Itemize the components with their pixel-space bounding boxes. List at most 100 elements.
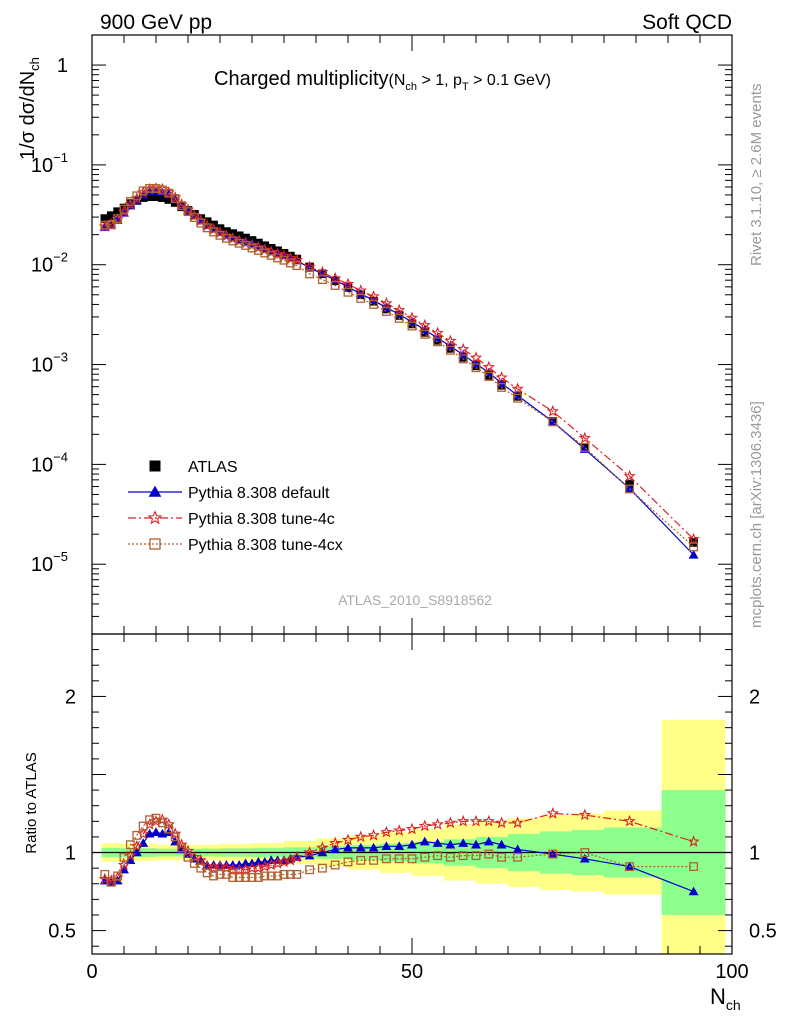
main-point: [196, 218, 206, 228]
ratio-point: [253, 873, 263, 882]
ratio-ytick-label: 0.5: [48, 921, 76, 943]
ratio-point: [305, 865, 315, 875]
ratio-point: [145, 815, 155, 825]
main-point: [241, 240, 251, 250]
ratio-point: [157, 818, 167, 828]
main-point: [145, 192, 154, 202]
main-point: [688, 549, 699, 559]
main-point: [513, 393, 523, 403]
rivet-label: Rivet 3.1.10, ≥ 2.6M events: [748, 84, 765, 267]
ratio-point: [273, 871, 283, 881]
main-point: [113, 214, 123, 224]
main-ytick-label: 10−4: [31, 449, 68, 476]
mcplots-label: mcplots.cern.ch [arXiv:1306.3436]: [748, 401, 765, 628]
ratio-point: [687, 835, 700, 847]
main-point: [170, 194, 180, 204]
main-point: [356, 293, 366, 303]
ratio-point: [330, 844, 341, 854]
ratio-point: [578, 808, 591, 821]
main-point: [625, 484, 635, 494]
ratio-point: [284, 853, 297, 866]
main-point: [279, 255, 289, 265]
ratio-point: [113, 871, 123, 881]
main-point: [271, 247, 284, 260]
ratio-point: [431, 817, 444, 830]
ratio-series-2: [100, 813, 699, 887]
ratio-point: [457, 814, 470, 827]
legend-marker: [149, 460, 161, 472]
main-ytick-label: 10−3: [31, 350, 68, 377]
ratio-ytick-label-right: 2: [749, 686, 760, 708]
ratio-point: [458, 838, 469, 847]
main-point: [484, 372, 494, 381]
main-panel: 10−5 10−4 10−3 10−2 10−1 1 Charged multiplici…: [17, 34, 733, 635]
ratio-point: [495, 816, 508, 829]
ratio-point: [394, 841, 405, 851]
main-point: [317, 275, 327, 285]
ratio-point: [176, 844, 187, 854]
ratio-point: [343, 857, 353, 867]
main-point: [183, 207, 193, 217]
main-point: [145, 184, 155, 193]
legend-entry: Pythia 8.308 tune-4c: [128, 510, 335, 528]
ratio-point: [125, 855, 136, 865]
main-point: [407, 317, 417, 326]
main-point: [433, 337, 443, 347]
ratio-point: [407, 854, 417, 864]
main-point: [106, 220, 116, 230]
main-point: [457, 342, 470, 355]
analysis-label: ATLAS_2010_S8918562: [338, 592, 492, 608]
main-point: [469, 351, 483, 363]
ratio-ytick-label-right: 1: [749, 843, 760, 865]
main-point: [316, 265, 329, 278]
main-point: [151, 192, 161, 202]
ratio-point: [106, 877, 116, 887]
main-point: [305, 269, 315, 279]
main-point: [260, 248, 270, 258]
legend-marker: [149, 538, 161, 550]
ratio-point: [290, 850, 303, 863]
main-point: [132, 191, 142, 201]
legend-label: ATLAS: [188, 459, 238, 476]
ratio-point: [405, 822, 419, 835]
main-point: [164, 188, 174, 198]
legend-entry: Pythia 8.308 default: [128, 485, 330, 502]
main-point: [177, 201, 187, 211]
ratio-point: [445, 839, 456, 849]
ratio-point: [164, 824, 174, 834]
ratio-point: [689, 862, 699, 872]
main-ytick-label: 10−2: [31, 250, 68, 277]
x-tick-label: 0: [86, 961, 97, 983]
ratio-point: [547, 849, 558, 858]
main-point: [393, 303, 406, 316]
ratio-point: [117, 858, 131, 871]
ratio-point: [189, 859, 199, 868]
ratio-point: [433, 851, 443, 861]
ratio-point: [458, 851, 468, 861]
x-tick-label: 100: [715, 961, 748, 983]
ratio-point: [266, 871, 276, 881]
main-point: [431, 326, 444, 339]
ratio-point: [303, 846, 316, 858]
legend-entry: Pythia 8.308 tune-4cx: [128, 537, 343, 554]
ratio-axes: 0.5 0.5 1 1 2 2 0 50 100: [48, 633, 777, 983]
ratio-point: [183, 852, 193, 862]
header-left: 900 GeV pp: [100, 11, 212, 34]
ratio-point: [368, 842, 379, 852]
ratio-point: [330, 860, 340, 870]
ratio-point: [497, 852, 507, 862]
ratio-point: [196, 863, 206, 873]
main-point: [303, 260, 316, 273]
main-point: [329, 271, 342, 284]
ratio-point: [444, 816, 457, 829]
ratio-point: [285, 869, 295, 879]
ratio-panel: 0.5 0.5 1 1 2 2 0 50 100 Ratio to ATLAS Nch: [23, 633, 777, 1013]
ratio-point: [151, 813, 161, 823]
main-point: [368, 295, 379, 305]
main-point: [381, 307, 391, 316]
main-point: [221, 233, 231, 243]
main-title: Charged multiplicity(Nch > 1, pT > 0.1 G…: [214, 68, 551, 93]
ratio-point: [209, 871, 219, 881]
main-point: [471, 358, 481, 368]
ratio-point: [407, 839, 417, 849]
